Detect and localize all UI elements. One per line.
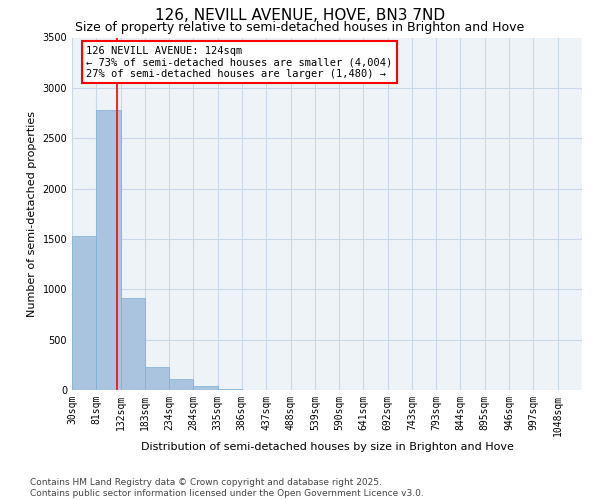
- Y-axis label: Number of semi-detached properties: Number of semi-detached properties: [27, 111, 37, 317]
- Text: Size of property relative to semi-detached houses in Brighton and Hove: Size of property relative to semi-detach…: [76, 21, 524, 34]
- Text: 126 NEVILL AVENUE: 124sqm
← 73% of semi-detached houses are smaller (4,004)
27% : 126 NEVILL AVENUE: 124sqm ← 73% of semi-…: [86, 46, 392, 79]
- Bar: [193, 386, 218, 390]
- Bar: [72, 236, 97, 390]
- Bar: [169, 380, 193, 390]
- Bar: [145, 367, 169, 390]
- Text: 126, NEVILL AVENUE, HOVE, BN3 7ND: 126, NEVILL AVENUE, HOVE, BN3 7ND: [155, 8, 445, 22]
- X-axis label: Distribution of semi-detached houses by size in Brighton and Hove: Distribution of semi-detached houses by …: [140, 442, 514, 452]
- Bar: [121, 298, 145, 390]
- Text: Contains HM Land Registry data © Crown copyright and database right 2025.
Contai: Contains HM Land Registry data © Crown c…: [30, 478, 424, 498]
- Bar: [97, 110, 121, 390]
